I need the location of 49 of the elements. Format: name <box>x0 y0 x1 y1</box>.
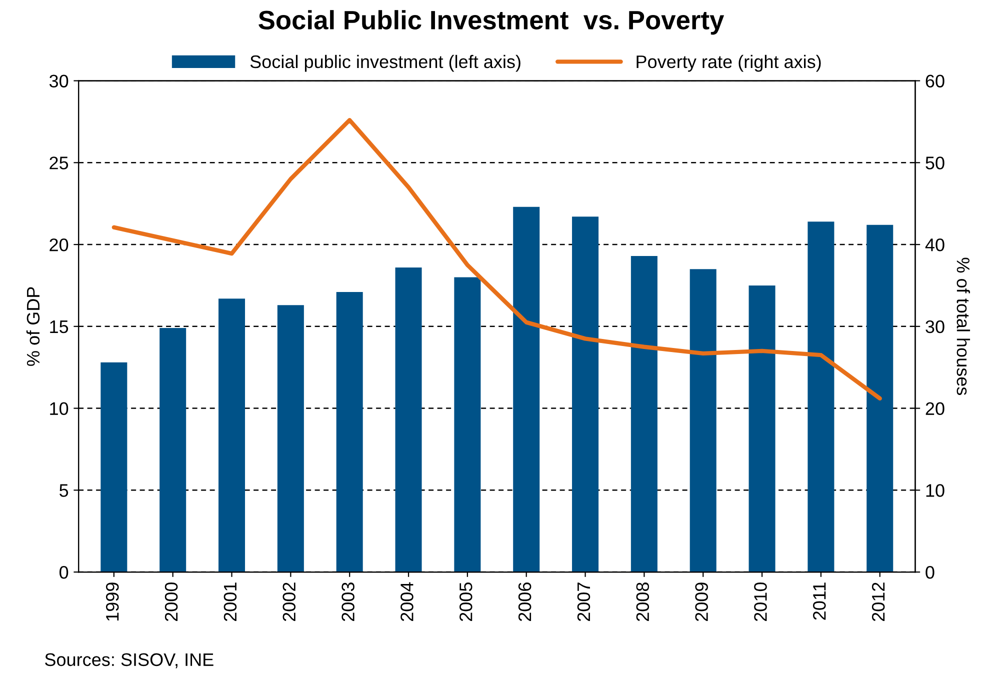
x-tick-label: 2008 <box>636 582 650 622</box>
y-tick-label: 20 <box>50 238 68 252</box>
bar <box>630 256 658 572</box>
x-tick-label: 2002 <box>282 582 296 622</box>
chart-title: Social Public Investment vs. Poverty <box>258 10 724 35</box>
bar <box>690 269 716 572</box>
x-tick-label: 2009 <box>695 582 708 622</box>
x-tick-label: 2003 <box>342 582 354 622</box>
x-tick-label: 2012 <box>872 582 885 622</box>
y-axis-title: % of GDP <box>26 287 40 366</box>
bar <box>100 362 128 572</box>
bar <box>160 328 186 572</box>
bar <box>277 305 304 572</box>
y2-tick-label: 20 <box>926 402 944 416</box>
y-tick-label: 25 <box>50 156 68 170</box>
legend-label: Social public investment (left axis) <box>250 54 520 72</box>
y-tick-label: 15 <box>50 320 68 334</box>
bar <box>454 277 481 572</box>
y-tick-label: 10 <box>50 402 68 416</box>
y2-tick-label: 30 <box>926 320 944 334</box>
y2-tick-label: 40 <box>925 238 944 252</box>
x-tick-label: 2007 <box>577 582 590 622</box>
bar <box>218 298 246 572</box>
bar <box>395 267 422 572</box>
y-tick-label: 0 <box>60 566 68 579</box>
bar <box>336 292 363 572</box>
x-tick-label: 2011 <box>813 582 826 620</box>
bar <box>513 206 540 572</box>
y2-tick-label: 60 <box>926 74 944 88</box>
bar <box>748 285 776 572</box>
y2-axis-title: % of total houses <box>956 258 970 396</box>
x-tick-label: 1999 <box>106 582 119 621</box>
y-tick-label: 30 <box>49 74 68 88</box>
legend-label: Poverty rate (right axis) <box>636 54 821 72</box>
x-tick-label: 2005 <box>459 582 472 622</box>
x-tick-label: 2006 <box>518 582 532 622</box>
source-note: Sources: SISOV, INE <box>45 653 214 668</box>
line-series <box>112 118 882 401</box>
y2-tick-label: 0 <box>926 566 934 579</box>
y2-tick-label: 50 <box>926 156 944 170</box>
x-tick-label: 2000 <box>164 582 178 622</box>
bar <box>866 224 894 572</box>
bar <box>572 216 599 572</box>
x-tick-label: 2001 <box>224 582 237 622</box>
x-tick-label: 2010 <box>754 582 767 622</box>
bar <box>808 222 834 572</box>
x-tick-label: 2004 <box>400 582 414 622</box>
y2-tick-label: 10 <box>926 484 944 497</box>
y-tick-label: 5 <box>60 484 68 497</box>
